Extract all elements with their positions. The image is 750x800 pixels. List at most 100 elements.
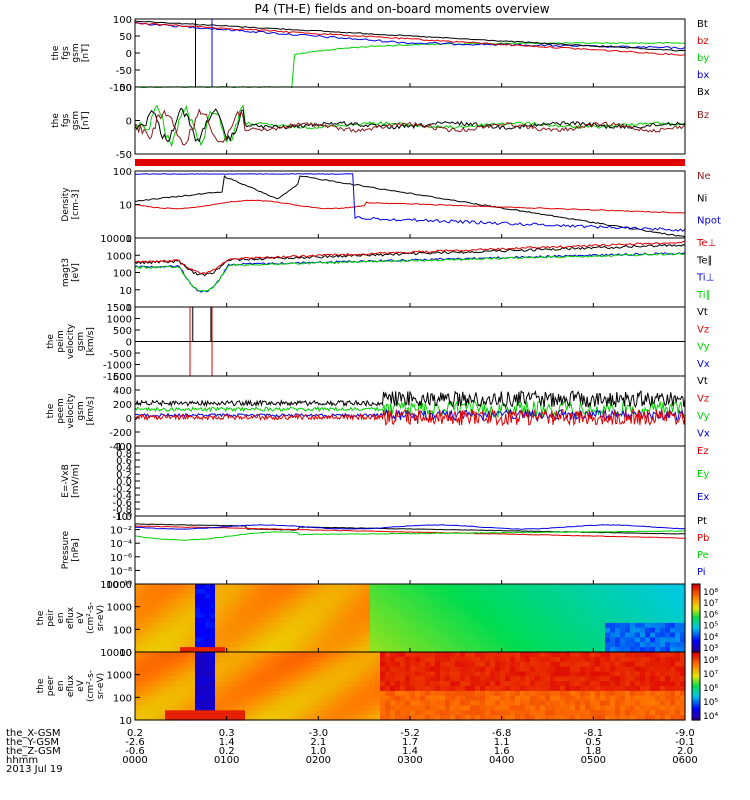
spectrogram-cell — [470, 671, 476, 677]
spectrogram-cell — [535, 656, 541, 663]
spectrogram-cell — [175, 647, 181, 653]
spectrogram-cell — [580, 622, 586, 629]
spectrogram-cell — [335, 695, 341, 702]
y-tick-label: 10 — [119, 201, 132, 212]
spectrogram-cell — [475, 598, 481, 605]
spectrogram-cell — [525, 652, 531, 658]
spectrogram-cell — [670, 661, 676, 668]
spectrogram-cell — [380, 593, 386, 600]
spectrogram-cell — [565, 705, 571, 711]
spectrogram-cell — [305, 715, 311, 721]
spectrogram-cell — [500, 603, 506, 609]
spectrogram-cell — [600, 656, 606, 663]
spectrogram-cell — [450, 647, 456, 653]
spectrogram-cell — [335, 681, 341, 687]
spectrogram-cell — [525, 598, 531, 605]
spectrogram-cell — [360, 593, 366, 600]
spectrogram-cell — [660, 710, 666, 716]
spectrogram-cell — [340, 647, 346, 653]
spectrogram-cell — [155, 690, 161, 697]
spectrogram-cell — [355, 676, 361, 682]
spectrogram-cell — [145, 681, 151, 687]
y-axis-label: Pressure [nPa] — [61, 530, 81, 569]
spectrogram-cell — [530, 710, 536, 716]
colorbar-cell — [692, 713, 700, 717]
spectrogram-cell — [645, 632, 651, 639]
spectrogram-cell — [420, 652, 426, 658]
spectrogram-cell — [405, 593, 411, 600]
spectrogram-cell — [420, 666, 426, 673]
spectrogram-cell — [370, 632, 376, 639]
spectrogram-cell — [275, 622, 281, 629]
spectrogram-cell — [210, 700, 216, 707]
spectrogram-cell — [605, 695, 611, 702]
spectrogram-cell — [150, 603, 156, 609]
spectrogram-cell — [415, 666, 421, 673]
colorbar-tick-label: 10⁴ — [703, 633, 718, 643]
spectrogram-cell — [410, 690, 416, 697]
spectrogram-cell — [235, 715, 241, 721]
spectrogram-cell — [475, 661, 481, 668]
spectrogram-cell — [335, 647, 341, 653]
spectrogram-cell — [140, 690, 146, 697]
spectrogram-cell — [560, 700, 566, 707]
spectrogram-cell — [630, 715, 636, 721]
spectrogram-cell — [205, 676, 211, 682]
spectrogram-cell — [545, 666, 551, 673]
spectrogram-cell — [565, 647, 571, 653]
spectrogram-cell — [255, 618, 261, 624]
spectrogram-cell — [490, 705, 496, 711]
spectrogram-cell — [410, 598, 416, 605]
spectrogram-cell — [395, 637, 401, 643]
spectrogram-cell — [495, 652, 501, 658]
spectrogram-cell — [250, 686, 256, 692]
spectrogram-cell — [220, 613, 226, 619]
spectrogram-cell — [190, 661, 196, 668]
spectrogram-cell — [175, 632, 181, 639]
spectrogram-cell — [600, 584, 606, 590]
spectrogram-cell — [185, 603, 191, 609]
spectrogram-cell — [665, 632, 671, 639]
y-axis-label-line: Pressure — [61, 530, 71, 569]
spectrogram-cell — [390, 686, 396, 692]
spectrogram-cell — [435, 588, 441, 595]
spectrogram-cell — [165, 627, 171, 634]
spectrogram-cell — [600, 676, 606, 682]
y-axis-label: the fgs gsm [nT] — [51, 43, 91, 62]
spectrogram-cell — [670, 632, 676, 639]
spectrogram-cell — [460, 642, 466, 648]
spectrogram-cell — [240, 593, 246, 600]
spectrogram-cell — [620, 598, 626, 605]
spectrogram-cell — [620, 584, 626, 590]
spectrogram-cell — [510, 588, 516, 595]
spectrogram-cell — [655, 652, 661, 658]
spectrogram-cell — [560, 671, 566, 677]
spectrogram-cell — [135, 608, 141, 614]
spectrogram-cell — [640, 642, 646, 648]
spectrogram-cell — [205, 603, 211, 609]
spectrogram-cell — [635, 613, 641, 619]
spectrogram-cell — [245, 652, 251, 658]
colorbar-cell — [692, 611, 700, 615]
spectrogram-cell — [560, 588, 566, 595]
spectrogram-cell — [550, 618, 556, 624]
spectrogram-cell — [230, 618, 236, 624]
spectrogram-cell — [420, 627, 426, 634]
spectrogram-cell — [255, 652, 261, 658]
spectrogram-cell — [445, 598, 451, 605]
spectrogram-cell — [430, 642, 436, 648]
spectrogram-cell — [475, 637, 481, 643]
spectrogram-cell — [275, 598, 281, 605]
spectrogram-cell — [305, 690, 311, 697]
spectrogram-cell — [250, 652, 256, 658]
spectrogram-cell — [590, 647, 596, 653]
spectrogram-cell — [150, 676, 156, 682]
spectrogram-cell — [145, 666, 151, 673]
spectrogram-cell — [345, 666, 351, 673]
spectrogram-cell — [300, 608, 306, 614]
spectrogram-cell — [505, 686, 511, 692]
spectrogram-cell — [500, 647, 506, 653]
spectrogram-cell — [375, 608, 381, 614]
spectrogram-cell — [265, 613, 271, 619]
